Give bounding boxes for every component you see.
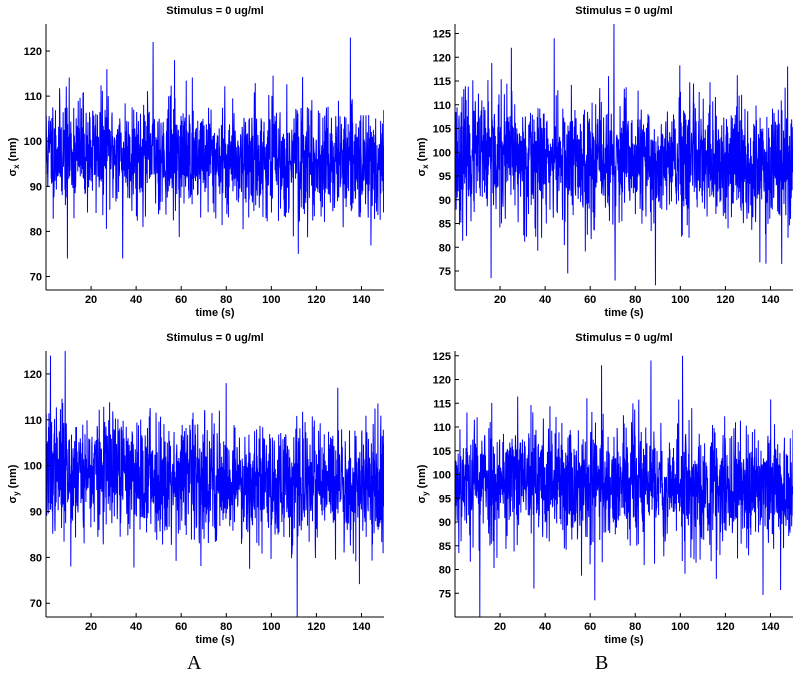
y-tick-label: 110 [24,415,42,427]
y-tick-label: 100 [433,470,451,482]
y-label-symbol: σ [416,168,428,176]
chart-panel-1: 20 40 60 80 100 120 140 75 80 85 90 95 100 105 110 115 1… [416,5,793,319]
y-label-subscript: x [12,164,21,169]
x-tick-label: 60 [175,621,187,633]
x-tick-label: 140 [352,294,370,306]
y-label-subscript: y [12,491,21,496]
y-tick-label: 120 [433,52,451,64]
y-tick-label: 120 [24,369,42,381]
y-label-unit: (nm) [416,137,428,164]
chart-panel-2: 20 40 60 80 100 120 140 70 80 90 100 110 120 Stimulus… [7,332,384,646]
y-tick-label: 120 [24,46,42,58]
y-tick-label: 100 [24,461,42,473]
x-tick-label: 20 [494,621,506,633]
y-tick-label: 70 [30,271,42,283]
x-tick-label: 100 [671,294,689,306]
chart-title: Stimulus = 0 ug/ml [575,5,673,17]
x-tick-label: 120 [307,294,325,306]
x-tick-label: 40 [539,621,551,633]
y-tick-label: 105 [433,446,451,458]
chart-title: Stimulus = 0 ug/ml [166,5,264,17]
y-tick-label: 85 [439,541,451,553]
y-tick-label: 75 [439,266,451,278]
chart-panel-0: 20 40 60 80 100 120 140 70 80 90 100 110 120 Stimulus… [7,5,384,319]
y-label-symbol: σ [7,495,19,503]
x-tick-label: 100 [262,294,280,306]
y-axis-label: σy (nm) [7,464,21,503]
x-axis-label: time (s) [195,634,234,646]
x-tick-label: 40 [539,294,551,306]
x-tick-label: 40 [130,621,142,633]
y-tick-label: 110 [433,100,451,112]
x-tick-label: 100 [262,621,280,633]
y-tick-label: 80 [30,552,42,564]
y-tick-label: 115 [433,398,451,410]
y-tick-label: 70 [30,598,42,610]
y-tick-label: 80 [439,565,451,577]
y-tick-label: 90 [30,181,42,193]
y-label-unit: (nm) [7,137,19,164]
y-label-unit: (nm) [7,464,19,491]
y-tick-label: 95 [439,493,451,505]
y-tick-label: 90 [439,195,451,207]
y-label-symbol: σ [7,168,19,176]
y-tick-label: 100 [433,147,451,159]
x-tick-label: 60 [175,294,187,306]
y-tick-label: 80 [439,242,451,254]
y-tick-label: 90 [439,517,451,529]
chart-title: Stimulus = 0 ug/ml [166,332,264,344]
y-label-subscript: x [421,164,430,169]
x-tick-label: 80 [629,621,641,633]
y-axis-label: σx (nm) [7,137,21,176]
x-tick-label: 120 [307,621,325,633]
y-label-subscript: y [421,491,430,496]
x-tick-label: 140 [761,294,779,306]
series-line [455,24,793,286]
x-tick-label: 140 [352,621,370,633]
y-tick-label: 100 [24,136,42,148]
x-tick-label: 40 [130,294,142,306]
y-tick-label: 80 [30,226,42,238]
y-label-symbol: σ [416,495,428,503]
panel-caption-a: A [187,652,202,674]
y-tick-label: 120 [433,375,451,387]
x-tick-label: 20 [85,294,97,306]
x-tick-label: 60 [584,294,596,306]
y-tick-label: 110 [433,422,451,434]
y-tick-label: 110 [24,91,42,103]
x-tick-label: 120 [716,621,734,633]
y-tick-label: 105 [433,124,451,136]
x-tick-label: 80 [220,621,232,633]
x-tick-label: 140 [761,621,779,633]
x-tick-label: 120 [716,294,734,306]
x-tick-label: 60 [584,621,596,633]
chart-title: Stimulus = 0 ug/ml [575,332,673,344]
x-axis-label: time (s) [195,307,234,319]
x-axis-label: time (s) [604,307,643,319]
y-tick-label: 75 [439,588,451,600]
x-tick-label: 80 [629,294,641,306]
chart-panel-3: 20 40 60 80 100 120 140 75 80 85 90 95 100 105 110 115 1… [416,332,793,646]
series-line [46,351,384,617]
series-line [46,37,384,259]
x-tick-label: 100 [671,621,689,633]
y-tick-label: 85 [439,219,451,231]
y-tick-label: 90 [30,507,42,519]
y-label-unit: (nm) [416,464,428,491]
y-axis-label: σx (nm) [416,137,430,176]
panel-caption-b: B [595,652,609,674]
x-tick-label: 20 [85,621,97,633]
y-tick-label: 95 [439,171,451,183]
y-tick-label: 125 [433,351,451,363]
x-tick-label: 20 [494,294,506,306]
y-axis-label: σy (nm) [416,464,430,503]
y-tick-label: 115 [433,76,451,88]
y-tick-label: 125 [433,29,451,41]
x-tick-label: 80 [220,294,232,306]
x-axis-label: time (s) [604,634,643,646]
series-line [455,355,793,617]
